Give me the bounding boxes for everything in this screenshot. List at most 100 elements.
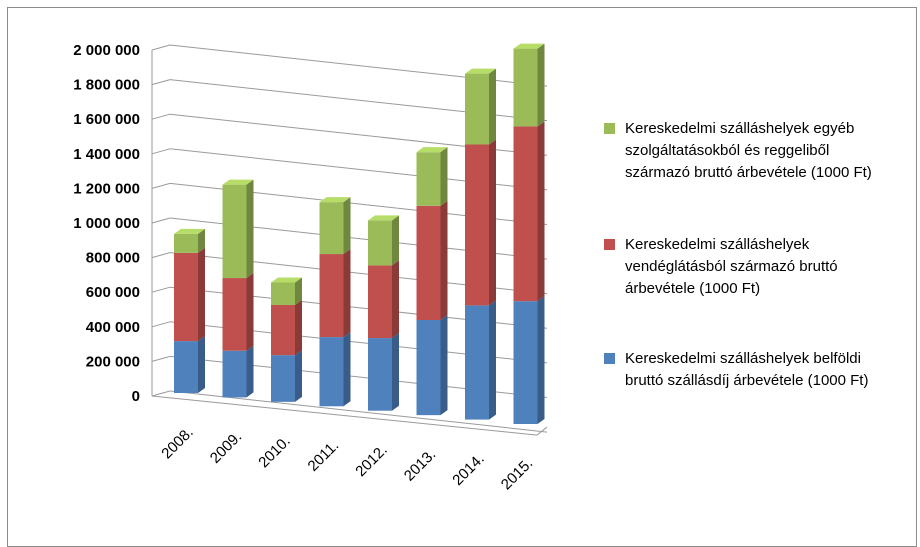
x-tick-label: 2013. — [401, 446, 440, 485]
bar-segment-side — [440, 314, 448, 416]
bar-segment — [271, 282, 295, 305]
gridline-side — [151, 390, 171, 397]
bar-segment — [368, 220, 392, 266]
x-tick-label: 2010. — [255, 433, 294, 472]
bar-segment-side — [440, 200, 448, 320]
bar-segment-side — [392, 333, 399, 411]
bar-segment — [319, 254, 344, 338]
legend-label: Kereskedelmi szálláshelyek egyéb szolgál… — [625, 120, 872, 181]
bar-segment — [271, 304, 295, 356]
bar-top — [319, 197, 351, 203]
bar-segment-side — [198, 247, 205, 342]
bar-segment-side — [489, 300, 496, 420]
bar-segment — [319, 337, 344, 407]
y-tick-label: 1 600 000 — [73, 111, 140, 128]
bar-segment — [513, 301, 538, 424]
bar-segment — [222, 278, 247, 351]
bar-segment — [174, 341, 198, 393]
gridline-side — [151, 355, 171, 362]
gridline — [169, 390, 548, 433]
legend-swatch — [604, 123, 615, 134]
gridline-side — [151, 148, 171, 155]
y-tick-label: 1 000 000 — [73, 215, 140, 232]
stacked-bar-chart: 2 000 000 1 800 000 1 600 000 1 400 000 1 20… — [73, 42, 548, 494]
bar-segment — [465, 144, 489, 306]
bar-segment — [513, 48, 538, 127]
bar-segment — [271, 355, 295, 402]
bar-segment — [174, 233, 198, 253]
gridline-side — [151, 252, 171, 259]
y-tick-label: 600 000 — [86, 284, 140, 301]
floor-edge-side — [536, 426, 548, 436]
bar-segment-side — [295, 299, 302, 356]
bar-segment-side — [537, 121, 545, 302]
legend-label: Kereskedelmi szálláshelyek vendéglátásbó… — [625, 236, 838, 297]
x-tick-labels: 2008. 2009. 2010. 2011. 2012. 2013. 2014. 2015. — [158, 424, 536, 494]
y-tick-label: 1 400 000 — [73, 146, 140, 163]
bar-segment-side — [392, 260, 399, 339]
legend-label: Kereskedelmi szálláshelyek belföldi brut… — [625, 350, 869, 389]
bar-segment-side — [392, 215, 399, 266]
bar-top — [174, 228, 205, 234]
bar-segment-side — [440, 147, 448, 206]
chart-frame — [7, 7, 917, 547]
y-tick-label: 1 200 000 — [73, 180, 140, 197]
bar-segment-side — [489, 139, 496, 306]
bar-segment-side — [343, 249, 351, 338]
gridline-side — [151, 79, 171, 86]
bar-segment-side — [343, 332, 351, 407]
bar-top — [222, 179, 254, 185]
bar-top — [465, 68, 496, 74]
gridline-side — [151, 182, 171, 189]
bar-segment-side — [343, 197, 351, 255]
bar-segment-side — [246, 273, 254, 351]
y-tick-label: 400 000 — [86, 319, 140, 336]
bar-top — [368, 215, 399, 221]
bar-top — [416, 147, 448, 153]
x-tick-label: 2014. — [449, 450, 488, 489]
x-tick-label: 2008. — [158, 424, 197, 463]
bar-segment — [465, 305, 489, 420]
bar-top — [513, 43, 545, 49]
x-tick-label: 2011. — [305, 437, 343, 475]
y-tick-label: 1 800 000 — [73, 77, 140, 94]
gridline-side — [151, 217, 171, 224]
bar-segment-side — [489, 68, 496, 145]
bar-segment-side — [537, 296, 545, 424]
bar-segment-side — [246, 179, 254, 279]
bar-segment — [174, 252, 198, 342]
y-tick-labels: 2 000 000 1 800 000 1 600 000 1 400 000 1 20… — [73, 42, 140, 405]
bar-segment — [416, 152, 441, 206]
legend-swatch — [604, 239, 615, 250]
bar-segment — [222, 350, 247, 398]
bar-segment-side — [198, 336, 205, 393]
bar-segment — [416, 319, 441, 416]
bar-segment — [465, 73, 489, 145]
gridline-side — [151, 113, 171, 120]
bar-segment-side — [198, 228, 205, 253]
gridline-side — [151, 321, 171, 328]
floor-edge — [151, 395, 538, 436]
gridline-side — [151, 286, 171, 293]
x-tick-label: 2015. — [498, 455, 537, 494]
bar-segment — [368, 265, 392, 339]
gridline-side — [151, 44, 171, 51]
legend-swatch — [604, 353, 615, 364]
bar-segment — [222, 184, 247, 279]
x-tick-label: 2012. — [352, 442, 391, 481]
bar-segment — [416, 205, 441, 320]
bar-segment — [513, 126, 538, 302]
bar-segment-side — [295, 277, 302, 305]
y-tick-label: 200 000 — [86, 353, 140, 370]
bar-segment-side — [246, 345, 254, 398]
bar-segment — [319, 202, 344, 255]
bars — [174, 43, 545, 424]
y-tick-label: 800 000 — [86, 250, 140, 267]
bar-segment-side — [537, 43, 545, 127]
bar-segment-side — [295, 350, 302, 402]
x-tick-label: 2009. — [207, 428, 246, 467]
y-tick-label: 2 000 000 — [73, 42, 140, 59]
bar-top — [271, 277, 302, 283]
bar-segment — [368, 338, 392, 411]
y-tick-label: 0 — [132, 388, 140, 405]
